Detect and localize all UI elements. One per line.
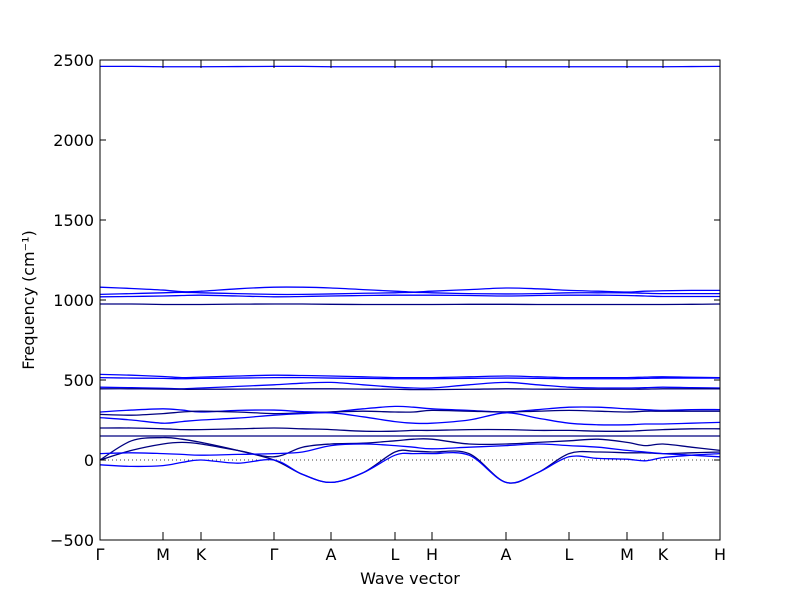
band-line — [99, 294, 720, 298]
y-tick-label: 2000 — [53, 131, 94, 150]
x-tick-label: M — [620, 545, 634, 564]
band-line — [99, 286, 721, 293]
x-tick-label: H — [714, 545, 726, 564]
y-tick-label: 500 — [63, 371, 94, 390]
x-tick-label: Γ — [270, 545, 279, 564]
band-line — [99, 438, 721, 461]
x-tick-label: H — [426, 545, 438, 564]
y-tick-label: 1500 — [53, 211, 94, 230]
x-axis-label: Wave vector — [360, 569, 460, 588]
x-tick-label: A — [501, 545, 512, 564]
x-tick-label: Γ — [96, 545, 105, 564]
plot-frame — [99, 59, 721, 541]
y-tick-label: 2500 — [53, 51, 94, 70]
y-tick-label: 0 — [84, 451, 94, 470]
band-line — [99, 291, 720, 296]
x-tick-label: L — [565, 545, 574, 564]
x-tick-label: K — [196, 545, 207, 564]
band-line — [99, 436, 721, 484]
band-line — [99, 409, 720, 416]
band-line — [99, 373, 721, 379]
y-tick-label: 1000 — [53, 291, 94, 310]
band-line — [99, 376, 720, 380]
band-line — [99, 388, 720, 391]
x-tick-label: M — [156, 545, 170, 564]
band-line — [99, 303, 721, 306]
band-line — [99, 427, 721, 433]
band-line — [99, 443, 721, 458]
x-tick-label: A — [326, 545, 337, 564]
band-line — [99, 381, 721, 390]
band-line — [99, 411, 721, 426]
x-tick-label: L — [391, 545, 400, 564]
y-axis-label: Frequency (cm⁻¹) — [19, 230, 38, 369]
band-line — [99, 452, 721, 484]
x-tick-label: K — [658, 545, 669, 564]
y-tick-label: −500 — [50, 531, 94, 550]
